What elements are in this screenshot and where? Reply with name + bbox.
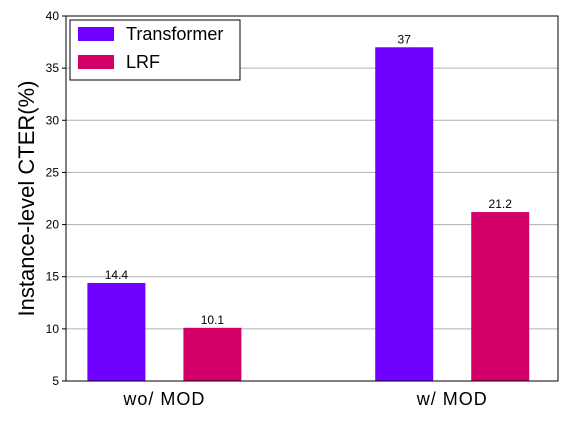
data-label: 37 (398, 32, 412, 46)
legend-swatch (78, 27, 114, 41)
legend-label: LRF (126, 52, 160, 72)
x-axis-categories: wo/ MOD w/ MOD (122, 389, 488, 409)
y-tick-label: 5 (52, 374, 59, 388)
y-tick-label: 25 (46, 165, 60, 179)
plot-area-frame (65, 15, 559, 382)
y-tick-label: 15 (46, 270, 60, 284)
legend-swatch (78, 55, 114, 69)
y-tick-label: 40 (46, 9, 60, 23)
bar-transformer-0 (87, 282, 146, 381)
data-label: 21.2 (489, 197, 513, 211)
legend: Transformer LRF (69, 19, 241, 81)
x-category-label: w/ MOD (416, 389, 488, 409)
data-label: 10.1 (201, 313, 225, 327)
legend-box (69, 19, 241, 81)
bar-transformer-1 (375, 47, 434, 382)
bars (87, 47, 530, 382)
bar-lrf-0 (183, 327, 242, 381)
y-axis-label: Instance-level CTER(%) (14, 81, 39, 317)
legend-label: Transformer (126, 24, 223, 44)
x-category-label: wo/ MOD (122, 389, 205, 409)
data-labels: 14.4 10.1 37 21.2 (105, 32, 513, 327)
y-tick-label: 20 (46, 218, 60, 232)
bar-lrf-1 (471, 212, 530, 381)
data-label: 14.4 (105, 268, 129, 282)
y-tick-label: 35 (46, 61, 60, 75)
y-tick-label: 30 (46, 113, 60, 127)
y-axis-ticks: 5 10 15 20 25 30 35 40 (46, 9, 66, 388)
y-tick-label: 10 (46, 322, 60, 336)
